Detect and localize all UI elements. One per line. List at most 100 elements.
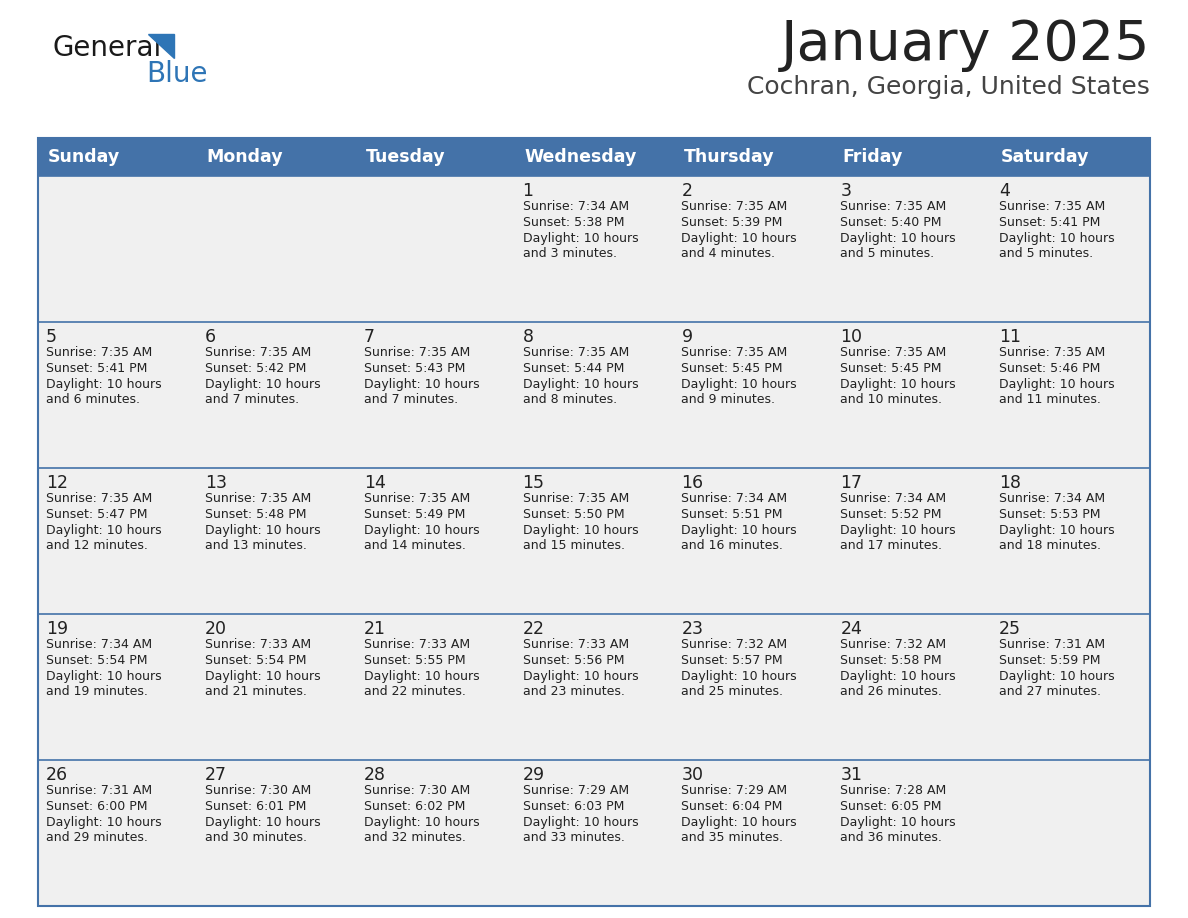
Text: 12: 12 [46,474,68,492]
Text: 7: 7 [364,328,374,346]
Text: 8: 8 [523,328,533,346]
Text: Daylight: 10 hours: Daylight: 10 hours [523,816,638,829]
Text: January 2025: January 2025 [781,18,1150,72]
Text: Sunset: 5:51 PM: Sunset: 5:51 PM [682,508,783,521]
Text: Sunrise: 7:35 AM: Sunrise: 7:35 AM [840,346,947,359]
Text: Sunrise: 7:35 AM: Sunrise: 7:35 AM [523,346,628,359]
Text: 27: 27 [204,766,227,784]
Bar [355,614,514,760]
Text: and 3 minutes.: and 3 minutes. [523,247,617,260]
Text: 19: 19 [46,620,68,638]
Text: Sunset: 5:56 PM: Sunset: 5:56 PM [523,654,624,667]
Text: Sunrise: 7:34 AM: Sunrise: 7:34 AM [840,492,947,505]
Text: 21: 21 [364,620,386,638]
Text: Daylight: 10 hours: Daylight: 10 hours [999,524,1114,537]
Bar [833,322,991,468]
Text: Sunset: 5:59 PM: Sunset: 5:59 PM [999,654,1100,667]
Text: Sunset: 5:58 PM: Sunset: 5:58 PM [840,654,942,667]
Text: and 36 minutes.: and 36 minutes. [840,831,942,844]
Text: Sunset: 5:41 PM: Sunset: 5:41 PM [46,362,147,375]
Text: 16: 16 [682,474,703,492]
Bar [991,760,1150,906]
Text: Daylight: 10 hours: Daylight: 10 hours [682,524,797,537]
Text: Daylight: 10 hours: Daylight: 10 hours [999,232,1114,245]
Bar [833,760,991,906]
Text: Sunset: 6:02 PM: Sunset: 6:02 PM [364,800,465,813]
Text: and 15 minutes.: and 15 minutes. [523,539,625,552]
Text: 14: 14 [364,474,386,492]
Text: 9: 9 [682,328,693,346]
Bar [833,468,991,614]
Text: and 29 minutes.: and 29 minutes. [46,831,147,844]
Text: Monday: Monday [207,148,284,166]
Text: Sunset: 6:01 PM: Sunset: 6:01 PM [204,800,307,813]
Text: Friday: Friday [842,148,903,166]
Text: and 4 minutes.: and 4 minutes. [682,247,776,260]
Text: Daylight: 10 hours: Daylight: 10 hours [364,524,479,537]
Text: Sunrise: 7:31 AM: Sunrise: 7:31 AM [999,638,1105,651]
Text: Saturday: Saturday [1001,148,1089,166]
Text: Sunset: 5:38 PM: Sunset: 5:38 PM [523,216,624,229]
Bar [355,322,514,468]
Bar [38,760,197,906]
Bar [674,468,833,614]
Text: Daylight: 10 hours: Daylight: 10 hours [682,378,797,391]
Text: Daylight: 10 hours: Daylight: 10 hours [840,232,956,245]
Text: 25: 25 [999,620,1022,638]
Bar [197,614,355,760]
Text: Wednesday: Wednesday [525,148,637,166]
Text: Sunset: 5:54 PM: Sunset: 5:54 PM [46,654,147,667]
Text: Sunrise: 7:35 AM: Sunrise: 7:35 AM [999,346,1105,359]
Text: 11: 11 [999,328,1022,346]
Text: Sunrise: 7:35 AM: Sunrise: 7:35 AM [46,346,152,359]
Text: Sunrise: 7:29 AM: Sunrise: 7:29 AM [523,784,628,797]
Bar [674,322,833,468]
Text: 4: 4 [999,182,1010,200]
Text: and 5 minutes.: and 5 minutes. [840,247,935,260]
Text: 1: 1 [523,182,533,200]
Text: Sunset: 5:45 PM: Sunset: 5:45 PM [682,362,783,375]
Text: Daylight: 10 hours: Daylight: 10 hours [840,378,956,391]
Text: and 19 minutes.: and 19 minutes. [46,685,147,698]
Text: Daylight: 10 hours: Daylight: 10 hours [840,816,956,829]
Text: Sunset: 5:42 PM: Sunset: 5:42 PM [204,362,307,375]
Text: Sunrise: 7:35 AM: Sunrise: 7:35 AM [204,346,311,359]
Text: Daylight: 10 hours: Daylight: 10 hours [204,816,321,829]
Bar [991,176,1150,322]
Bar [514,760,674,906]
Text: Sunrise: 7:33 AM: Sunrise: 7:33 AM [364,638,469,651]
Text: Sunrise: 7:34 AM: Sunrise: 7:34 AM [46,638,152,651]
Text: Daylight: 10 hours: Daylight: 10 hours [840,524,956,537]
Text: Sunrise: 7:33 AM: Sunrise: 7:33 AM [523,638,628,651]
Text: Daylight: 10 hours: Daylight: 10 hours [204,378,321,391]
Text: Sunset: 5:49 PM: Sunset: 5:49 PM [364,508,465,521]
Text: and 6 minutes.: and 6 minutes. [46,393,140,406]
Text: Sunrise: 7:30 AM: Sunrise: 7:30 AM [204,784,311,797]
Bar [514,468,674,614]
Text: Sunrise: 7:33 AM: Sunrise: 7:33 AM [204,638,311,651]
Text: Thursday: Thursday [683,148,775,166]
Text: Daylight: 10 hours: Daylight: 10 hours [46,378,162,391]
Text: Daylight: 10 hours: Daylight: 10 hours [999,670,1114,683]
Text: and 18 minutes.: and 18 minutes. [999,539,1101,552]
Text: Sunrise: 7:34 AM: Sunrise: 7:34 AM [682,492,788,505]
Text: 13: 13 [204,474,227,492]
Text: and 10 minutes.: and 10 minutes. [840,393,942,406]
Text: Sunrise: 7:35 AM: Sunrise: 7:35 AM [682,346,788,359]
Text: and 16 minutes.: and 16 minutes. [682,539,783,552]
Text: and 23 minutes.: and 23 minutes. [523,685,625,698]
Text: Sunset: 5:39 PM: Sunset: 5:39 PM [682,216,783,229]
Text: 18: 18 [999,474,1022,492]
Text: and 32 minutes.: and 32 minutes. [364,831,466,844]
Text: and 21 minutes.: and 21 minutes. [204,685,307,698]
Bar [38,138,1150,176]
Text: Sunset: 5:54 PM: Sunset: 5:54 PM [204,654,307,667]
Bar [991,614,1150,760]
Text: Sunset: 5:45 PM: Sunset: 5:45 PM [840,362,942,375]
Text: Sunrise: 7:31 AM: Sunrise: 7:31 AM [46,784,152,797]
Text: and 27 minutes.: and 27 minutes. [999,685,1101,698]
Text: and 11 minutes.: and 11 minutes. [999,393,1101,406]
Text: Daylight: 10 hours: Daylight: 10 hours [46,670,162,683]
Text: 3: 3 [840,182,852,200]
Bar [197,468,355,614]
